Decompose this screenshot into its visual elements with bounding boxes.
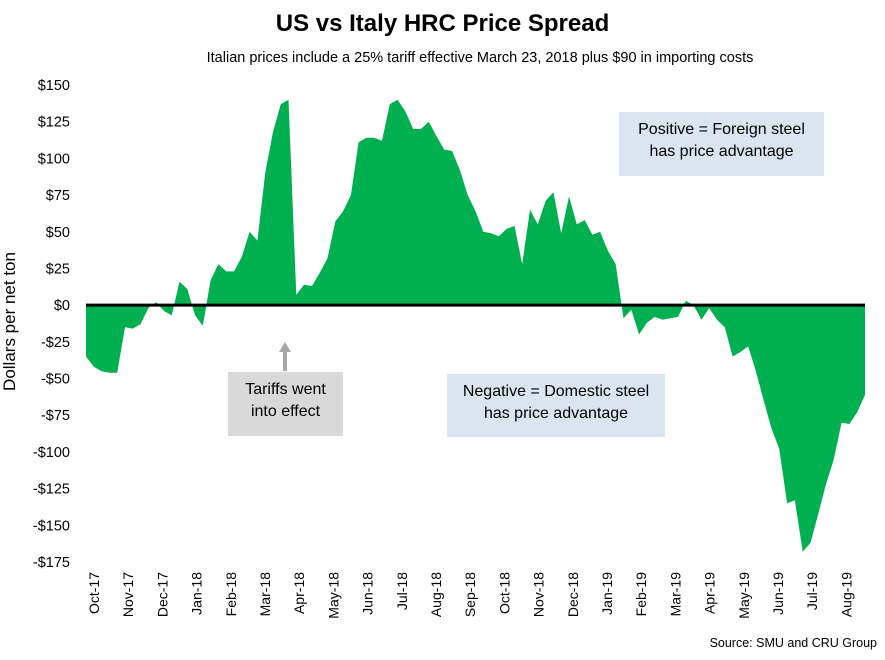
x-tick-label: Nov-17 xyxy=(120,572,136,617)
chart-subtitle: Italian prices include a 25% tariff effe… xyxy=(206,50,754,66)
x-tick-label: Nov-18 xyxy=(531,572,547,617)
positive-annotation-line1: Positive = Foreign steel xyxy=(638,121,805,138)
y-tick-label: -$75 xyxy=(41,408,70,424)
x-tick-label: Oct-17 xyxy=(86,572,102,614)
tariff-arrow-head xyxy=(279,342,291,352)
x-tick-label: Feb-18 xyxy=(223,572,239,617)
x-tick-label: Jul-19 xyxy=(804,572,820,610)
x-tick-label: Mar-18 xyxy=(257,572,273,617)
x-tick-label: May-18 xyxy=(325,572,341,619)
y-tick-label: $25 xyxy=(46,261,70,277)
x-tick-label: Sep-18 xyxy=(462,572,478,617)
positive-annotation-line2: has price advantage xyxy=(649,143,794,160)
y-tick-label: $150 xyxy=(38,78,70,94)
spread-area xyxy=(86,99,865,552)
y-tick-label: $50 xyxy=(46,225,70,241)
x-tick-label: May-19 xyxy=(736,572,752,619)
y-tick-label: -$150 xyxy=(33,518,70,534)
tariff-annotation-line2: into effect xyxy=(250,403,321,420)
y-tick-label: -$175 xyxy=(33,555,70,571)
x-tick-label: Aug-19 xyxy=(838,572,854,617)
y-tick-label: $75 xyxy=(46,188,70,204)
x-tick-label: Apr-18 xyxy=(291,572,307,614)
x-tick-label: Oct-18 xyxy=(496,572,512,614)
y-tick-label: -$100 xyxy=(33,445,70,461)
x-tick-label: Apr-19 xyxy=(702,572,718,614)
x-tick-label: Dec-18 xyxy=(565,572,581,617)
x-tick-label: Jun-19 xyxy=(770,572,786,615)
y-tick-label: $125 xyxy=(38,115,70,131)
x-tick-label: Jun-18 xyxy=(360,572,376,615)
chart-title: US vs Italy HRC Price Spread xyxy=(275,10,610,37)
x-tick-label: Jan-18 xyxy=(189,572,205,615)
tariff-annotation: Tariffs went into effect xyxy=(228,372,343,436)
tariff-arrow-shaft xyxy=(283,351,287,371)
negative-annotation-line1: Negative = Domestic steel xyxy=(462,383,650,400)
x-tick-label: Feb-19 xyxy=(633,572,649,617)
tariff-annotation-line1: Tariffs went xyxy=(245,381,326,398)
positive-annotation: Positive = Foreign steel has price advan… xyxy=(619,112,824,176)
x-tick-label: Jul-18 xyxy=(394,572,410,610)
y-axis-label: Dollars per net ton xyxy=(0,252,19,391)
x-tick-label: Mar-19 xyxy=(667,572,683,617)
y-axis: $150 $125 $100 $75 $50 $25 $0 -$25 -$50 -$75 -$100… xyxy=(33,78,70,571)
x-axis: Oct-17 Nov-17 Dec-17 Jan-18 Feb-18 Mar-18 Apr-… xyxy=(86,572,854,619)
x-tick-label: Dec-17 xyxy=(154,572,170,617)
y-tick-label: $100 xyxy=(38,151,70,167)
x-tick-label: Jan-19 xyxy=(599,572,615,615)
y-tick-label: $0 xyxy=(54,298,70,314)
source-note: Source: SMU and CRU Group xyxy=(709,636,877,650)
negative-annotation: Negative = Domestic steel has price adva… xyxy=(447,374,665,437)
negative-annotation-line2: has price advantage xyxy=(483,405,629,422)
y-tick-label: -$25 xyxy=(41,335,70,351)
x-tick-label: Aug-18 xyxy=(428,572,444,617)
y-tick-label: -$125 xyxy=(33,482,70,498)
y-tick-label: -$50 xyxy=(41,372,70,388)
